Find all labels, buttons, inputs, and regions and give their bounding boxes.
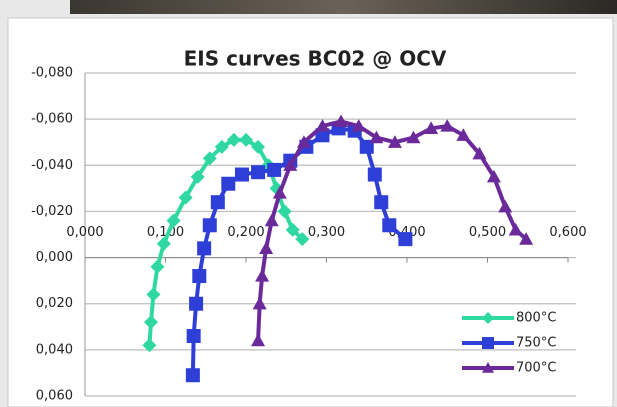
marker <box>221 177 235 191</box>
marker <box>368 168 382 182</box>
legend-marker <box>482 337 494 349</box>
legend-label: 750°C <box>516 336 556 351</box>
photo-strip <box>70 0 617 14</box>
x-tick-label: 0,300 <box>308 225 345 240</box>
marker <box>189 297 203 311</box>
y-tick-label: -0,080 <box>31 66 73 81</box>
marker <box>235 168 249 182</box>
page: EIS curves BC02 @ OCV -0,080 -0,060 -0,040… <box>0 0 617 407</box>
marker <box>203 218 217 232</box>
chart: EIS curves BC02 @ OCV -0,080 -0,060 -0,040… <box>0 0 617 407</box>
y-tick-label: -0,040 <box>31 158 73 173</box>
chart-title: EIS curves BC02 @ OCV <box>184 47 447 71</box>
y-tick-label: 0,020 <box>36 296 73 311</box>
marker <box>267 163 281 177</box>
x-tick-label: 0,500 <box>469 225 506 240</box>
y-tick-label: -0,060 <box>31 112 73 127</box>
y-tick-label: 0,000 <box>36 250 73 265</box>
marker <box>251 165 265 179</box>
legend-label: 800°C <box>516 311 556 326</box>
x-tick-label: 0,600 <box>549 225 586 240</box>
marker <box>192 269 206 283</box>
marker <box>187 329 201 343</box>
marker <box>382 218 396 232</box>
x-tick-label: 0,000 <box>66 225 103 240</box>
y-tick-label: 0,060 <box>36 389 73 404</box>
marker <box>398 232 412 246</box>
y-tick-label: -0,020 <box>31 204 73 219</box>
marker <box>197 241 211 255</box>
marker <box>374 195 388 209</box>
x-tick-label: 0,200 <box>227 225 264 240</box>
marker <box>186 368 200 382</box>
y-tick-label: 0,040 <box>36 342 73 357</box>
marker <box>211 195 225 209</box>
legend-label: 700°C <box>516 361 556 376</box>
